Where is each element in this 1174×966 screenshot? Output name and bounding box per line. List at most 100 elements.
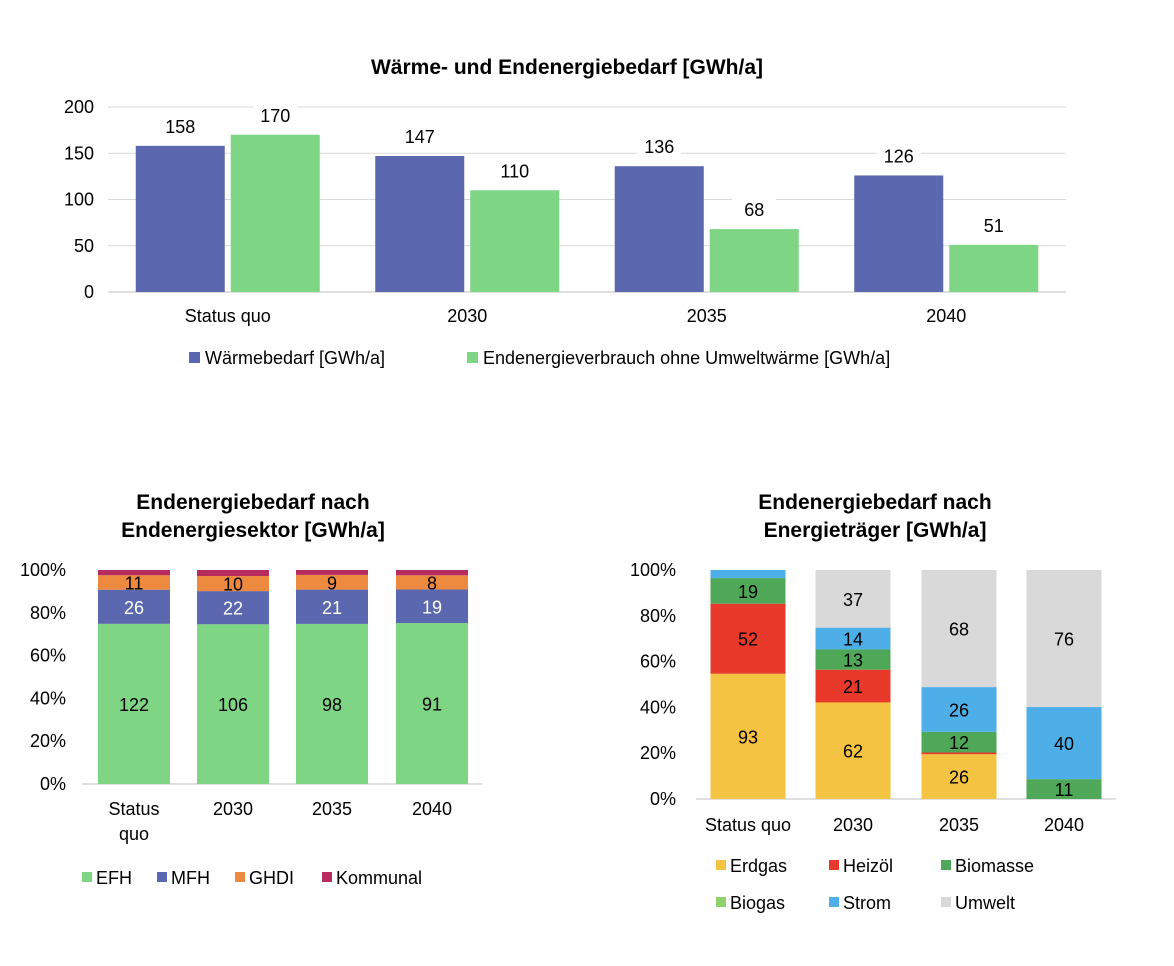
legend-swatch: [716, 897, 726, 907]
chart-title: Endenergiebedarf nach: [758, 491, 991, 514]
x-tick-label: 2040: [412, 799, 452, 819]
legend-swatch: [189, 352, 200, 363]
chart-title: Endenergiesektor [GWh/a]: [121, 519, 385, 542]
stack-segment: [98, 570, 170, 576]
legend-label: Strom: [843, 893, 891, 913]
data-label: 10: [223, 575, 243, 595]
chart-title: Wärme- und Endenergiebedarf [GWh/a]: [371, 56, 763, 79]
data-label-bg: [158, 113, 203, 138]
x-tick-label: 2040: [1044, 815, 1084, 835]
legend-label: Heizöl: [843, 856, 893, 876]
legend-label: Umwelt: [955, 893, 1015, 913]
chart-sector: Endenergiebedarf nach Endenergiesektor [G…: [20, 491, 482, 888]
stack-segment: [815, 702, 891, 799]
data-label: 13: [843, 651, 863, 671]
y-tick-label: 100%: [630, 560, 676, 580]
y-tick-label: 0: [84, 282, 94, 302]
legend-swatch: [941, 897, 951, 907]
data-label: 170: [260, 106, 290, 126]
chart-carrier: Endenergiebedarf nach Energieträger [GWh/…: [630, 491, 1116, 913]
legend-swatch: [467, 352, 478, 363]
stack-segment: [296, 570, 368, 575]
data-label: 62: [843, 742, 863, 762]
data-label-bg: [253, 102, 298, 127]
stack-segment: [815, 649, 891, 670]
data-label: 22: [223, 599, 243, 619]
stack-segment: [396, 623, 468, 784]
legend-swatch: [82, 872, 92, 882]
stack-segment: [815, 669, 891, 703]
y-tick-label: 80%: [30, 603, 66, 623]
stack-segment: [921, 687, 997, 732]
x-tick-label: Status quo: [705, 815, 791, 835]
stack-segment: [710, 603, 786, 674]
data-label: 110: [500, 161, 529, 181]
bar: [709, 229, 799, 292]
data-label: 9: [327, 573, 337, 593]
bar: [949, 244, 1039, 292]
stack-segment: [296, 574, 368, 590]
stack-segment: [98, 575, 170, 590]
stack-segment: [815, 627, 891, 650]
stack-segment: [197, 624, 269, 784]
y-tick-label: 20%: [30, 731, 66, 751]
data-label-bg: [732, 197, 777, 222]
x-tick-label: 2030: [447, 306, 487, 326]
legend-label: Endenergieverbrauch ohne Umweltwärme [GW…: [483, 348, 890, 368]
data-label-bg: [876, 143, 921, 168]
legend-label: Kommunal: [336, 868, 422, 888]
stack-segment: [1026, 707, 1102, 780]
data-label: 8: [427, 573, 437, 593]
data-label: 26: [124, 598, 144, 618]
legend-swatch: [716, 860, 726, 870]
data-label: 51: [984, 216, 1004, 236]
stack-segment: [1026, 570, 1102, 708]
data-label: 91: [422, 695, 442, 715]
data-label: 11: [125, 573, 144, 593]
stack-segment: [396, 575, 468, 590]
y-tick-label: 200: [64, 97, 94, 117]
legend-label: Wärmebedarf [GWh/a]: [205, 348, 385, 368]
stack-segment: [710, 673, 786, 799]
data-label: 14: [843, 630, 863, 650]
y-tick-label: 20%: [640, 743, 676, 763]
data-label: 122: [119, 695, 149, 715]
y-tick-label: 60%: [640, 652, 676, 672]
legend-swatch: [829, 897, 839, 907]
data-label: 136: [644, 137, 674, 157]
stack-segment: [921, 570, 997, 688]
y-tick-label: 50: [74, 236, 94, 256]
y-tick-label: 100%: [20, 560, 66, 580]
x-tick-label: quo: [119, 824, 149, 844]
stack-segment: [396, 570, 468, 576]
bar: [854, 175, 944, 292]
data-label: 19: [738, 582, 758, 602]
y-tick-label: 100: [64, 190, 94, 210]
data-label: 37: [843, 590, 863, 610]
stack-segment: [98, 623, 170, 784]
data-label-bg: [397, 124, 442, 149]
bar: [135, 145, 225, 292]
data-label: 68: [949, 620, 969, 640]
y-tick-label: 40%: [30, 688, 66, 708]
stack-segment: [921, 752, 997, 755]
x-tick-label: 2030: [213, 799, 253, 819]
x-tick-label: Status quo: [185, 306, 271, 326]
legend-swatch: [235, 872, 245, 882]
data-label: 21: [322, 598, 342, 618]
x-tick-label: 2035: [687, 306, 727, 326]
data-label-bg: [971, 212, 1016, 237]
legend-swatch: [829, 860, 839, 870]
legend-swatch: [941, 860, 951, 870]
y-tick-label: 150: [64, 143, 94, 163]
data-label: 147: [405, 127, 435, 147]
legend-label: GHDI: [249, 868, 294, 888]
stack-segment: [396, 589, 468, 624]
data-label: 68: [744, 200, 764, 220]
stack-segment: [197, 570, 269, 577]
data-label: 26: [949, 768, 969, 788]
data-label-bg: [637, 134, 682, 159]
legend-label: Erdgas: [730, 856, 787, 876]
data-label-bg: [492, 158, 537, 183]
